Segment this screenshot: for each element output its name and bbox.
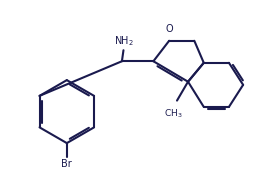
Text: Br: Br (61, 159, 72, 169)
Text: CH$_3$: CH$_3$ (164, 108, 183, 120)
Text: O: O (165, 24, 173, 34)
Text: NH$_2$: NH$_2$ (114, 34, 133, 48)
